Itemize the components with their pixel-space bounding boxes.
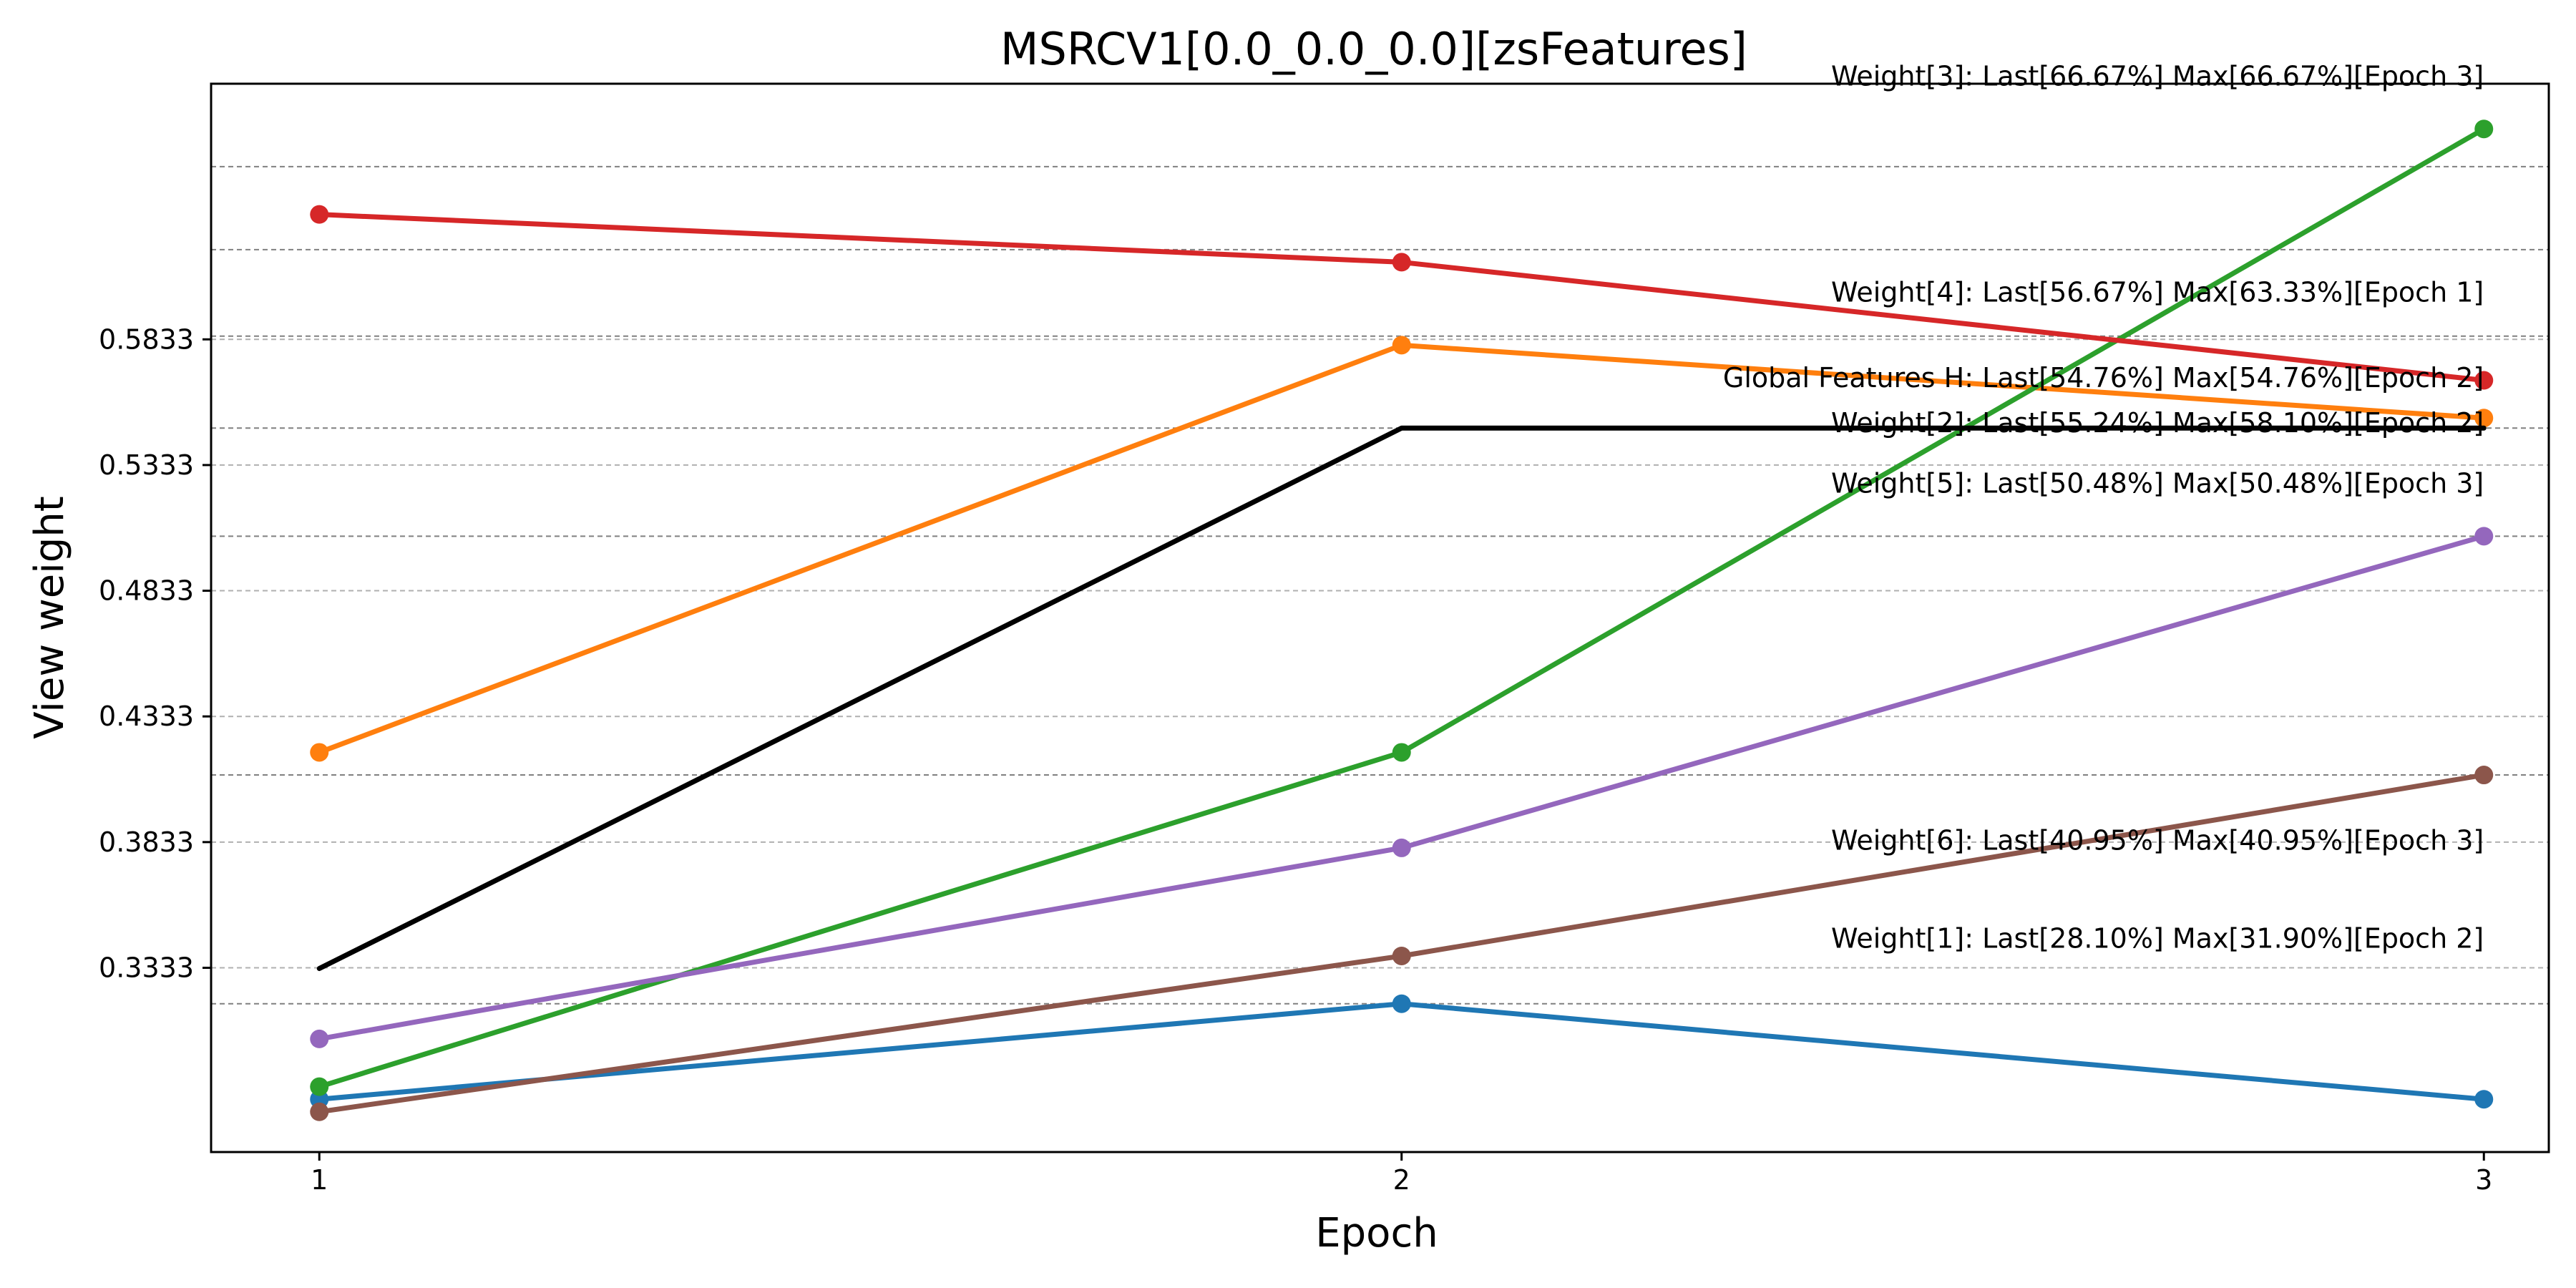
y-axis-label: View weight — [26, 496, 73, 739]
x-axis-ticks: 1 2 3 — [311, 1152, 2492, 1196]
series-point — [310, 1077, 329, 1096]
annotation-label: Weight[3]: Last[66.67%] Max[66.67%][Epoc… — [1831, 60, 2484, 92]
annotation-label: Global Features H: Last[54.76%] Max[54.7… — [1723, 362, 2484, 394]
series-point — [1392, 253, 1411, 272]
x-tick-label: 2 — [1393, 1164, 1410, 1196]
chart-title: MSRCV1[0.0_0.0_0.0][zsFeatures] — [1000, 23, 1747, 75]
y-tick-label: 0.3333 — [99, 952, 194, 984]
annotation-label: Weight[4]: Last[56.67%] Max[63.33%][Epoc… — [1831, 277, 2484, 308]
series-line — [316, 425, 2487, 972]
annotation-label: Weight[2]: Last[55.24%] Max[58.10%][Epoc… — [1831, 407, 2484, 439]
x-tick-label: 1 — [311, 1164, 328, 1196]
annotation-label: Weight[1]: Last[28.10%] Max[31.90%][Epoc… — [1831, 922, 2484, 954]
plot-frame — [210, 82, 2550, 1153]
series-point — [310, 1102, 329, 1121]
annotation-label: Weight[6]: Last[40.95%] Max[40.95%][Epoc… — [1831, 824, 2484, 856]
series-point — [310, 205, 329, 224]
series-point — [2474, 119, 2494, 139]
annotation-label: Weight[5]: Last[50.48%] Max[50.48%][Epoc… — [1831, 468, 2484, 499]
y-tick-label: 0.3833 — [99, 826, 194, 858]
series-point — [2474, 371, 2494, 390]
series-point — [310, 743, 329, 762]
series-line — [316, 342, 2487, 755]
series-point — [1392, 838, 1411, 857]
series-point — [1392, 946, 1411, 965]
series-point — [1392, 336, 1411, 355]
series-point — [2474, 766, 2494, 785]
y-tick-label: 0.4833 — [99, 575, 194, 607]
y-tick-label: 0.5833 — [99, 323, 194, 355]
x-tick-label: 3 — [2475, 1164, 2492, 1196]
x-axis-label: Epoch — [1315, 1210, 1438, 1257]
annotations: Weight[3]: Last[66.67%] Max[66.67%][Epoc… — [1723, 60, 2484, 954]
grid-layer — [211, 338, 2549, 969]
series-point — [2474, 1090, 2494, 1109]
series-point — [310, 1029, 329, 1048]
y-axis-ticks: 0.3333 0.3833 0.4333 0.4833 0.5333 0.5833 — [99, 323, 211, 984]
series-point — [2474, 409, 2494, 428]
series-point — [2474, 527, 2494, 546]
series-point — [1392, 743, 1411, 762]
series-point — [1392, 994, 1411, 1013]
series-line — [316, 1001, 2487, 1102]
y-tick-label: 0.4333 — [99, 701, 194, 732]
series-layer — [310, 119, 2494, 1121]
y-tick-label: 0.5333 — [99, 449, 194, 481]
